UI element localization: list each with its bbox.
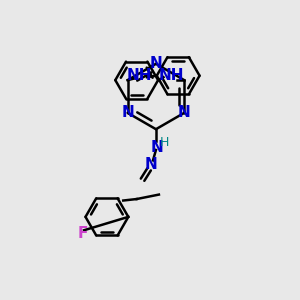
Text: N: N xyxy=(150,56,162,71)
Text: N: N xyxy=(145,158,158,172)
Text: N: N xyxy=(178,105,190,120)
Text: NH: NH xyxy=(127,68,152,83)
Text: H: H xyxy=(160,136,170,149)
Text: N: N xyxy=(151,140,164,154)
Text: F: F xyxy=(77,226,88,241)
Text: NH: NH xyxy=(158,68,184,83)
Text: N: N xyxy=(121,105,134,120)
